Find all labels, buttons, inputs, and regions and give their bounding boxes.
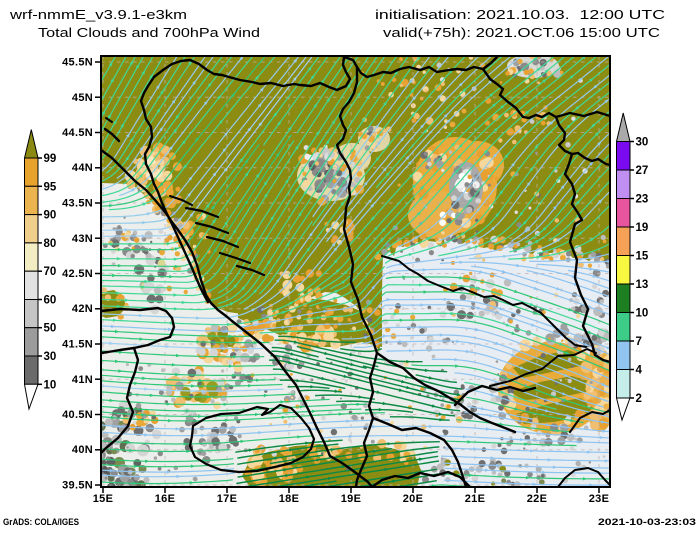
svg-text:wrf-nmmE_v3.9.1-e3km: wrf-nmmE_v3.9.1-e3km (9, 7, 187, 22)
svg-text:45N: 45N (72, 92, 93, 104)
svg-text:2: 2 (636, 393, 642, 405)
svg-text:40N: 40N (72, 444, 93, 456)
svg-text:2021-10-03-23:03: 2021-10-03-23:03 (598, 517, 696, 528)
svg-text:30: 30 (44, 351, 57, 363)
svg-text:90: 90 (44, 210, 57, 222)
svg-text:39.5N: 39.5N (62, 480, 93, 492)
svg-text:70: 70 (44, 266, 57, 278)
svg-text:16E: 16E (155, 493, 175, 505)
svg-text:15: 15 (636, 251, 649, 263)
svg-text:19: 19 (636, 222, 649, 234)
svg-text:23: 23 (636, 194, 649, 206)
svg-text:15E: 15E (93, 493, 113, 505)
svg-text:99: 99 (44, 153, 57, 165)
svg-text:80: 80 (44, 238, 57, 250)
svg-text:18E: 18E (279, 493, 299, 505)
svg-text:43.5N: 43.5N (62, 198, 93, 210)
svg-text:22E: 22E (527, 493, 547, 505)
svg-text:23E: 23E (589, 493, 609, 505)
svg-text:30: 30 (636, 137, 649, 149)
svg-text:95: 95 (44, 181, 57, 193)
svg-text:valid(+75h): 2021.OCT.06 15:00: valid(+75h): 2021.OCT.06 15:00 UTC (383, 25, 660, 40)
svg-text:21E: 21E (465, 493, 485, 505)
svg-text:41N: 41N (72, 374, 93, 386)
svg-text:4: 4 (636, 365, 643, 377)
svg-text:10: 10 (636, 308, 649, 320)
svg-text:60: 60 (44, 295, 57, 307)
svg-text:19E: 19E (341, 493, 361, 505)
svg-text:41.5N: 41.5N (62, 339, 93, 351)
svg-text:27: 27 (636, 165, 649, 177)
svg-text:20E: 20E (403, 493, 423, 505)
svg-text:42N: 42N (72, 303, 93, 315)
svg-text:initialisation: 2021.10.03. 1: initialisation: 2021.10.03. 12:00 UTC (375, 7, 665, 22)
svg-text:13: 13 (636, 279, 649, 291)
svg-text:10: 10 (44, 379, 57, 391)
svg-text:7: 7 (636, 336, 642, 348)
svg-text:50: 50 (44, 323, 57, 335)
svg-text:42.5N: 42.5N (62, 268, 93, 280)
svg-text:17E: 17E (217, 493, 237, 505)
svg-text:40.5N: 40.5N (62, 409, 93, 421)
svg-text:44.5N: 44.5N (62, 127, 93, 139)
svg-text:43N: 43N (72, 233, 93, 245)
svg-text:GrADS: COLA/IGES: GrADS: COLA/IGES (3, 517, 79, 528)
svg-text:45.5N: 45.5N (62, 57, 93, 69)
svg-text:Total Clouds and 700hPa Wind: Total Clouds and 700hPa Wind (38, 25, 260, 40)
svg-text:44N: 44N (72, 162, 93, 174)
